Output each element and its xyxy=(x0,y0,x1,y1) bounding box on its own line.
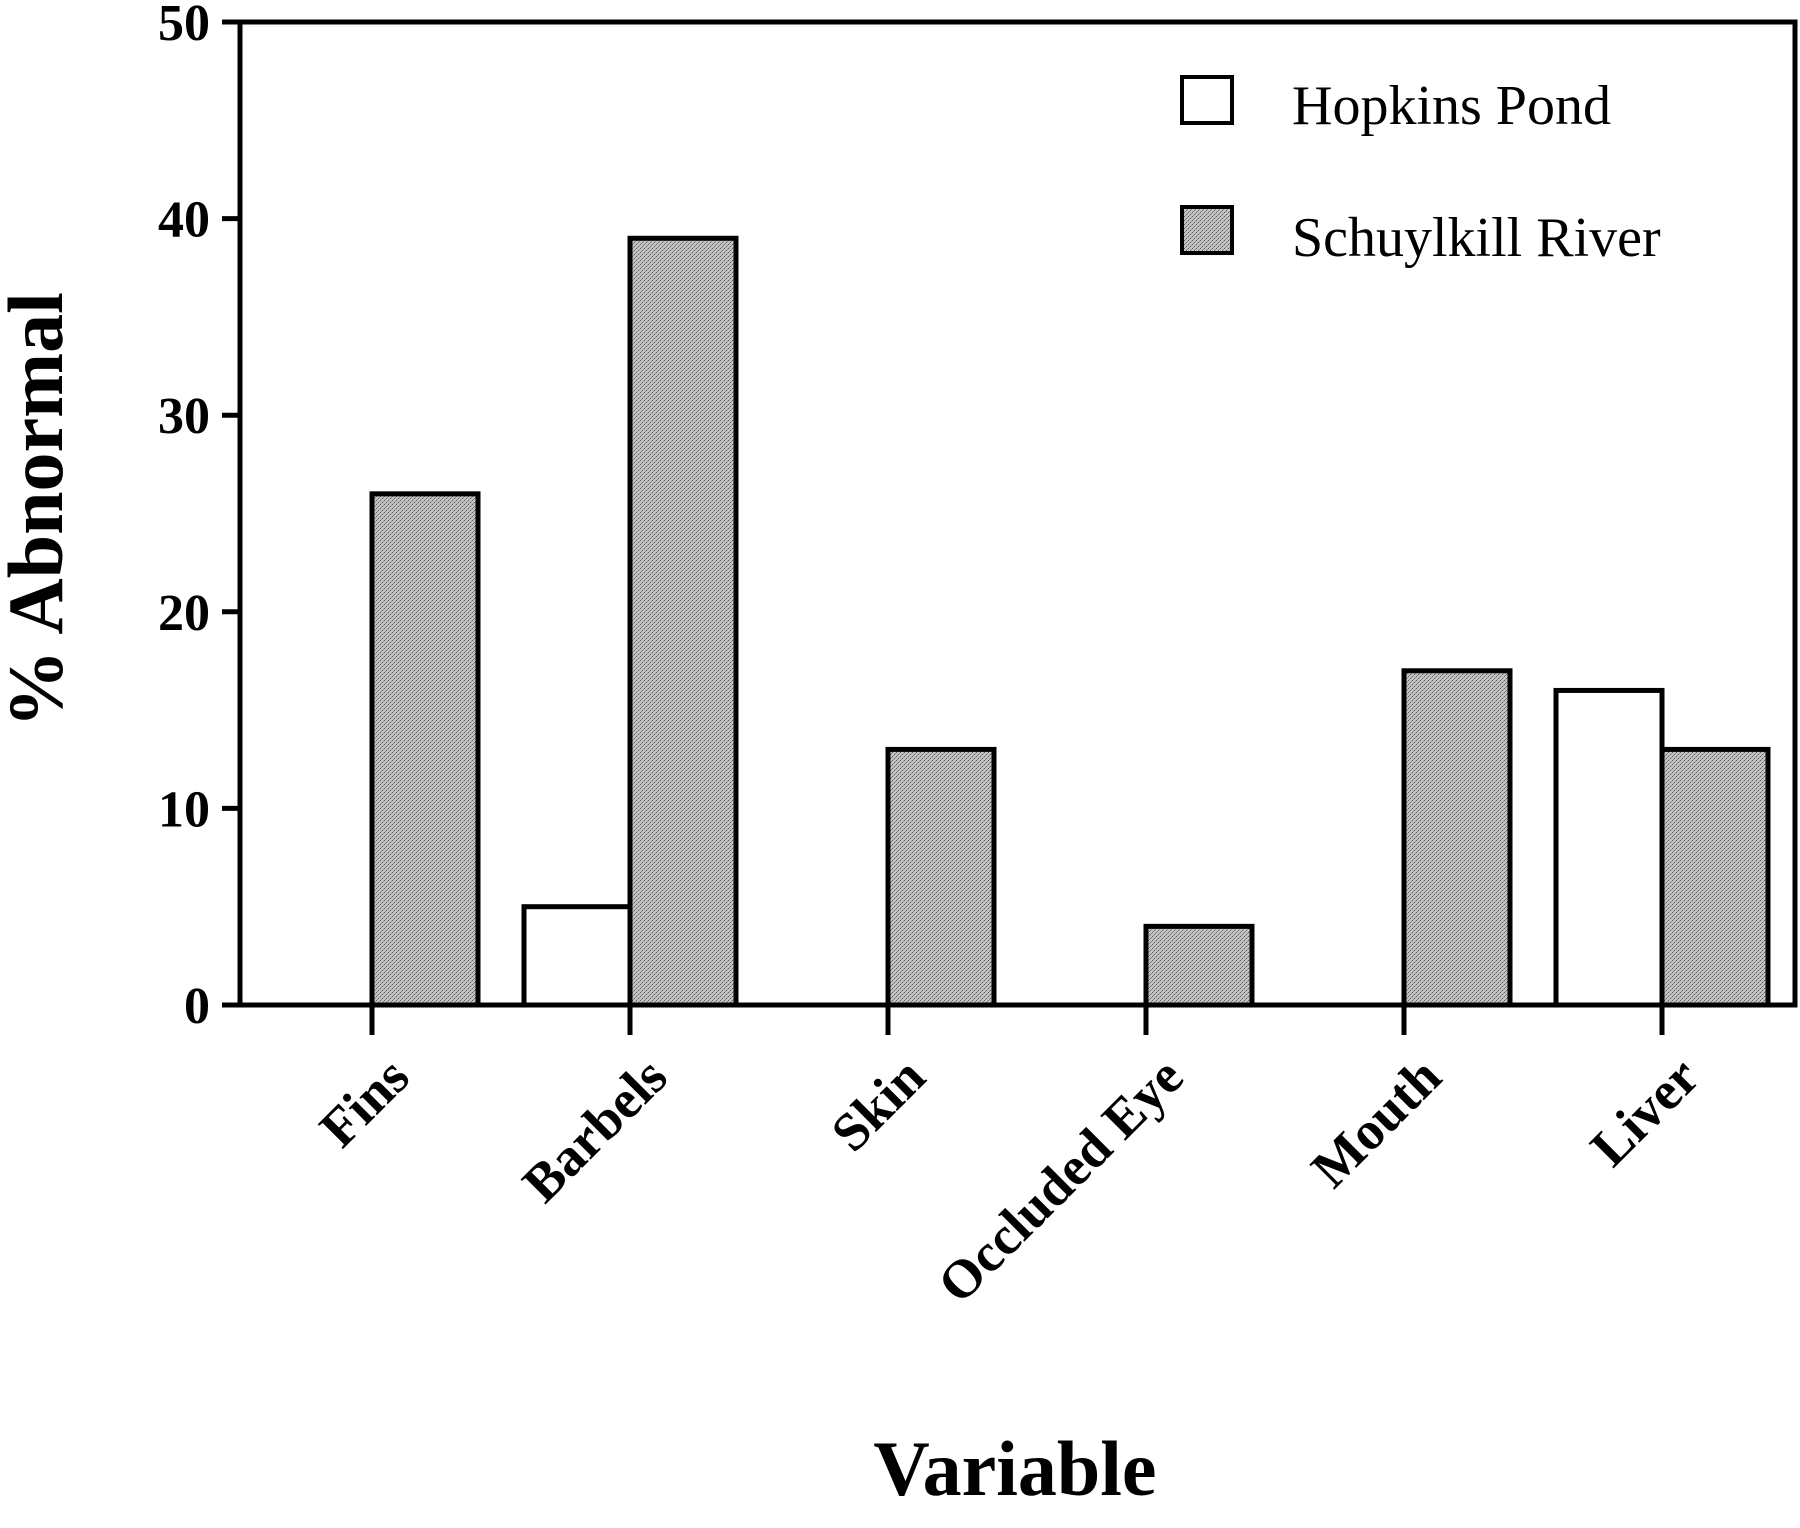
legend-swatch-schuylkill-river xyxy=(1180,205,1234,255)
bar-schuylkill-river xyxy=(885,746,997,1008)
x-category-label: Mouth xyxy=(1300,1046,1453,1199)
bar-schuylkill-river xyxy=(627,235,739,1008)
x-category-label: Occluded Eye xyxy=(926,1046,1194,1314)
legend-swatch-hopkins-pond xyxy=(1180,75,1234,125)
bar-schuylkill-river xyxy=(1401,668,1513,1008)
plot-frame xyxy=(237,19,1798,1008)
y-tick-label: 30 xyxy=(158,388,210,445)
legend-label-hopkins-pond: Hopkins Pond xyxy=(1292,75,1611,137)
bar-schuylkill-river xyxy=(369,491,481,1008)
bars-layer xyxy=(369,235,1771,1008)
bar-hopkins-pond xyxy=(521,904,633,1008)
y-tick-label: 50 xyxy=(158,0,210,52)
legend: Hopkins Pond Schuylkill River xyxy=(1180,75,1661,269)
bar-schuylkill-river xyxy=(1659,746,1771,1008)
y-tick-label: 20 xyxy=(158,585,210,642)
y-tick-label: 10 xyxy=(158,781,210,838)
x-category-label: Barbels xyxy=(511,1046,679,1214)
y-tick-label: 0 xyxy=(184,978,210,1035)
x-category-label: Fins xyxy=(308,1046,420,1158)
legend-label-schuylkill-river: Schuylkill River xyxy=(1292,207,1661,269)
y-axis-ticks: 0 10 20 30 40 50 xyxy=(158,0,240,1035)
y-axis-title: % Abnormal xyxy=(0,292,79,728)
x-category-label: Liver xyxy=(1579,1046,1710,1177)
bar-hopkins-pond xyxy=(1553,687,1665,1008)
x-category-label: Skin xyxy=(820,1046,937,1163)
y-tick-label: 40 xyxy=(158,192,210,249)
bar-schuylkill-river xyxy=(1143,923,1255,1008)
x-axis-title: Variable xyxy=(873,1425,1156,1512)
axes-layer xyxy=(237,19,1798,1008)
